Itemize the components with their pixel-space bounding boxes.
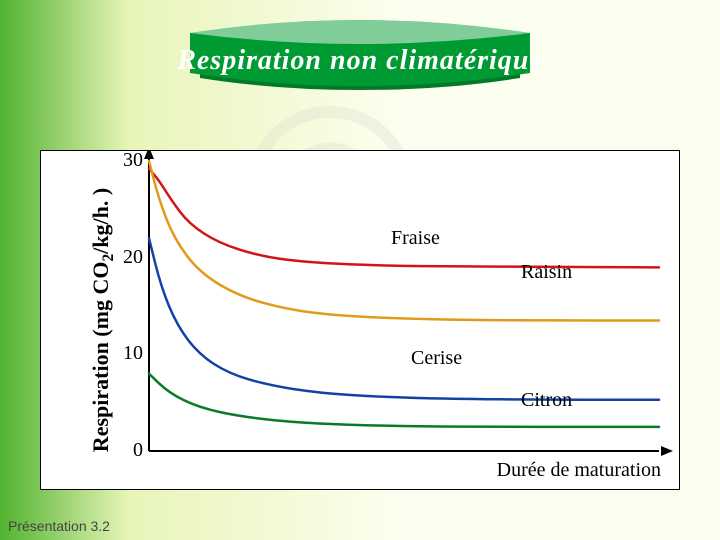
y-tick: 20: [113, 246, 143, 269]
curve-fraise: [149, 169, 659, 268]
title-banner: Respiration non climatérique: [190, 18, 530, 103]
y-tick: 0: [113, 439, 143, 462]
slide-title: Respiration non climatérique: [177, 45, 543, 77]
curve-label-citron: Citron: [521, 389, 572, 412]
chart-container: Respiration (mg CO2/kg/h. ) 0102030 Frai…: [40, 150, 680, 490]
y-tick: 10: [113, 342, 143, 365]
curve-label-cerise: Cerise: [411, 347, 462, 370]
y-tick: 30: [113, 149, 143, 172]
curve-label-fraise: Fraise: [391, 227, 440, 250]
slide-footer: Présentation 3.2: [8, 518, 110, 534]
x-axis-label: Durée de maturation: [497, 459, 661, 482]
curve-label-raisin: Raisin: [521, 261, 572, 284]
